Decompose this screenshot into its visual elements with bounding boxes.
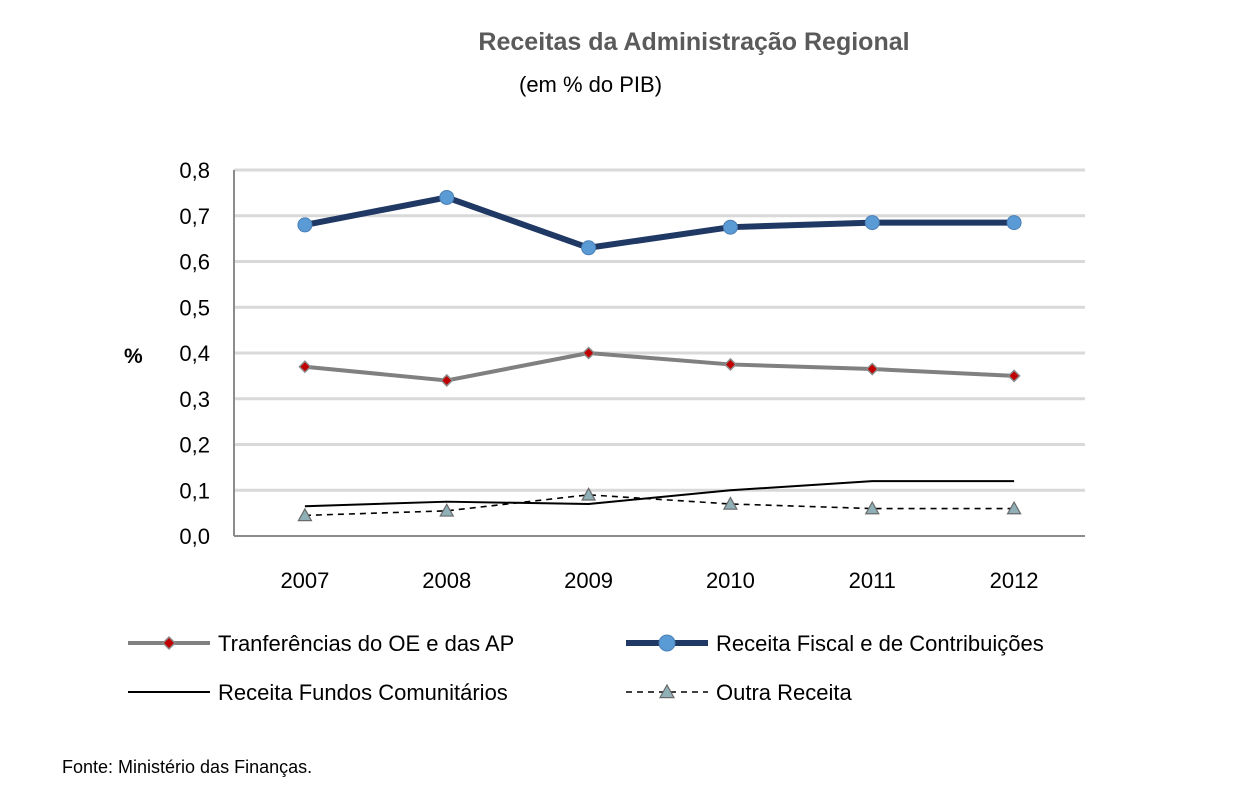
legend-marker: [161, 635, 177, 651]
x-tick-label: 2008: [422, 568, 471, 593]
x-tick-label: 2011: [849, 568, 896, 593]
y-axis-label: %: [124, 345, 143, 368]
legend-label: Receita Fundos Comunitários: [218, 680, 508, 705]
y-tick-label: 0,8: [179, 158, 210, 183]
y-tick-label: 0,3: [179, 387, 210, 412]
data-point: [439, 503, 455, 517]
data-point: [582, 346, 596, 360]
series-line: [304, 480, 1015, 508]
data-point: [864, 500, 880, 515]
data-point: [1006, 215, 1022, 231]
chart-subtitle: (em % do PIB): [519, 72, 663, 97]
series-line: [304, 494, 1015, 517]
data-point: [865, 362, 879, 376]
legend-marker: [658, 683, 676, 699]
x-tick-label: 2012: [990, 568, 1039, 593]
y-tick-label: 0,4: [179, 341, 210, 366]
legend-label: Tranferências do OE e das AP: [218, 631, 514, 656]
data-point: [864, 215, 880, 231]
legend-marker: [658, 634, 676, 652]
y-tick-label: 0,6: [179, 250, 210, 275]
data-point: [1006, 500, 1022, 515]
x-tick-label: 2010: [706, 568, 755, 593]
data-point: [298, 360, 312, 374]
data-point: [581, 487, 597, 501]
data-point: [1007, 369, 1021, 383]
y-tick-label: 0,5: [179, 295, 210, 320]
x-tick-label: 2009: [564, 568, 613, 593]
legend-label: Receita Fiscal e de Contribuições: [716, 631, 1044, 656]
source-note: Fonte: Ministério das Finanças.: [62, 757, 313, 777]
data-point: [297, 507, 313, 522]
y-tick-label: 0,7: [179, 204, 210, 229]
x-tick-label: 2007: [280, 568, 329, 593]
chart-title: Receitas da Administração Regional: [478, 28, 910, 56]
y-tick-label: 0,2: [179, 433, 210, 458]
data-point: [722, 496, 738, 510]
y-tick-label: 0,0: [179, 524, 210, 549]
series-line: [304, 194, 1015, 251]
y-tick-label: 0,1: [179, 478, 210, 503]
data-point: [723, 357, 737, 371]
data-point: [297, 217, 313, 233]
data-point: [439, 189, 455, 205]
data-point: [722, 219, 738, 235]
data-point: [440, 373, 454, 388]
series-line: [304, 351, 1015, 383]
data-point: [581, 240, 597, 256]
legend-label: Outra Receita: [716, 680, 852, 705]
